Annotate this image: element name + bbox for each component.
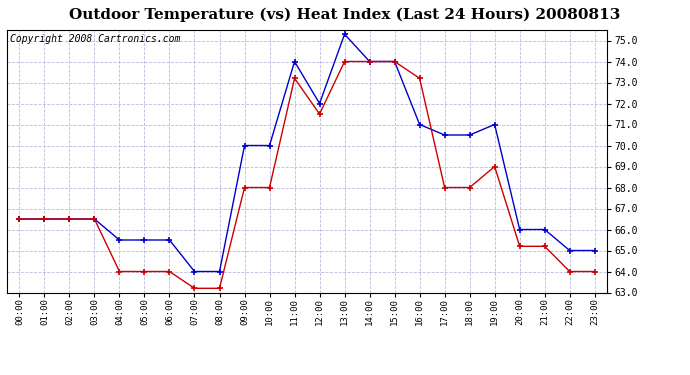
Text: Copyright 2008 Cartronics.com: Copyright 2008 Cartronics.com <box>10 34 180 44</box>
Text: Outdoor Temperature (vs) Heat Index (Last 24 Hours) 20080813: Outdoor Temperature (vs) Heat Index (Las… <box>69 8 621 22</box>
